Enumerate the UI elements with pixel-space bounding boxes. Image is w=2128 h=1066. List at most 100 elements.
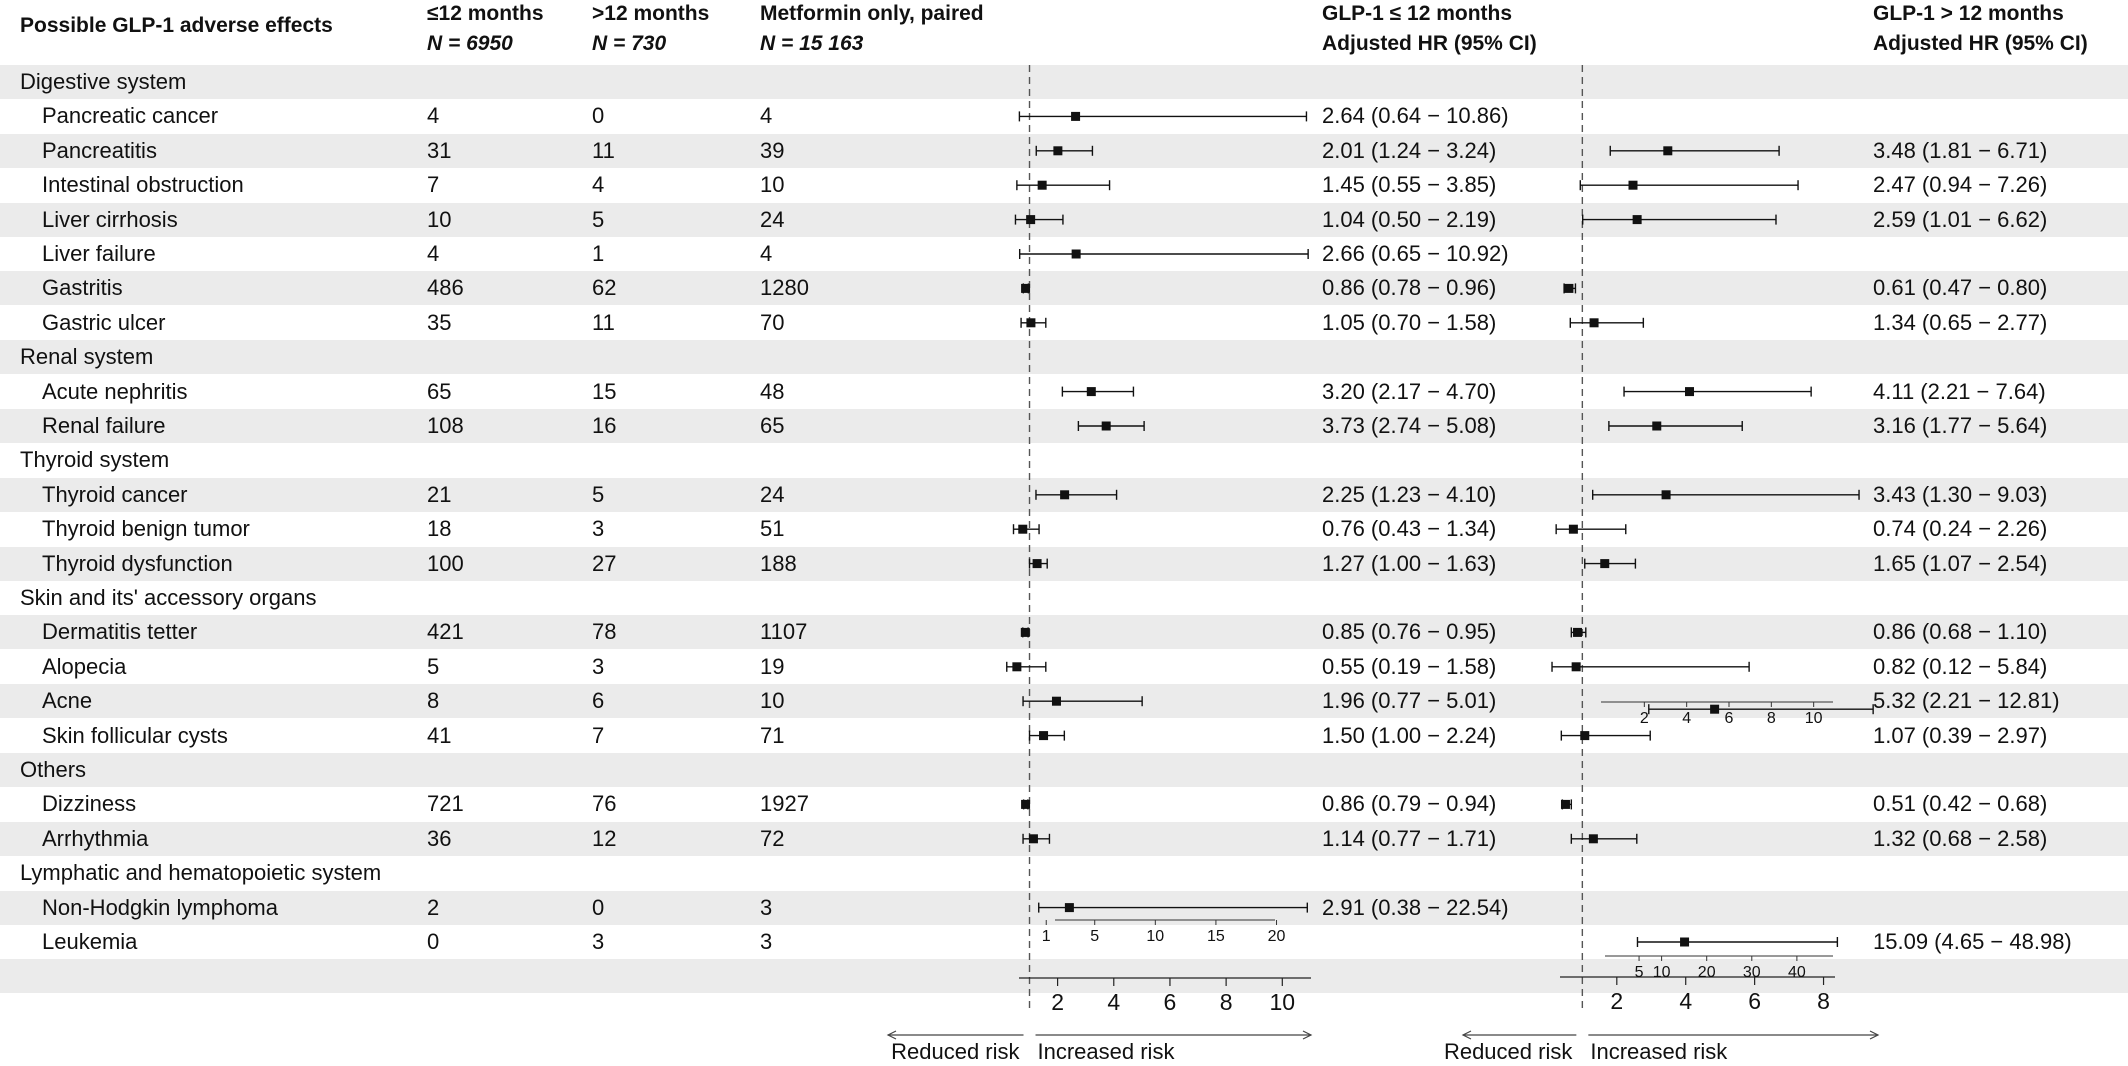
hr-le12-text: 0.86 (0.79 − 0.94) <box>1322 791 1497 816</box>
inset-tick-label: 40 <box>1788 964 1806 981</box>
count-metformin: 24 <box>760 207 785 232</box>
x-tick-label: 6 <box>1164 989 1177 1015</box>
inset-tick-label: 20 <box>1268 928 1286 945</box>
ci-row <box>1623 386 1812 397</box>
ci-row <box>1014 214 1064 225</box>
ci-row <box>1022 696 1143 707</box>
count-le12: 18 <box>427 516 452 541</box>
table-row: Acute nephritis 65 15 48 3.20 (2.17 − 4.70) 4… <box>0 375 2128 409</box>
header-hr-gt12-title: GLP-1 > 12 months <box>1873 2 2064 25</box>
inset-ci-row <box>1636 937 1839 947</box>
ci-row <box>1579 180 1799 191</box>
count-gt12: 0 <box>592 895 605 920</box>
count-metformin: 1107 <box>760 619 808 644</box>
count-metformin: 24 <box>760 482 785 507</box>
ci-row <box>1021 283 1031 294</box>
hr-gt12-text: 2.47 (0.94 − 7.26) <box>1873 172 2048 197</box>
header-hr-le12-sub: Adjusted HR (95% CI) <box>1322 32 1537 55</box>
ci-row <box>1020 317 1047 328</box>
effect-name: Intestinal obstruction <box>42 172 244 197</box>
row-stripe <box>0 65 2128 99</box>
hr-gt12-text: 1.34 (0.65 − 2.77) <box>1873 310 2048 335</box>
count-gt12: 3 <box>592 516 605 541</box>
header-metformin-n: N = 15 163 <box>760 30 863 58</box>
hr-point <box>1060 490 1070 500</box>
row-stripe <box>0 753 2128 787</box>
hr-point <box>1039 731 1049 741</box>
reduced-risk-arrow-head <box>1461 1030 1472 1040</box>
effect-name: Acne <box>42 688 93 713</box>
ci-row <box>1560 799 1573 810</box>
hr-point <box>1021 283 1031 293</box>
table-row: Renal failure 108 16 65 3.73 (2.74 − 5.08) 3.… <box>0 409 2128 443</box>
header-hr-gt12-sub: Adjusted HR (95% CI) <box>1873 32 2088 55</box>
increased-risk-label: Increased risk <box>1590 1039 1728 1064</box>
hr-gt12-text: 0.61 (0.47 − 0.80) <box>1873 275 2048 300</box>
count-le12: 36 <box>427 826 452 851</box>
table-row: Thyroid benign tumor 18 3 51 0.76 (0.43 − 1.… <box>0 512 2128 546</box>
inset-tick-label: 10 <box>1146 928 1164 945</box>
hr-point <box>1071 111 1081 121</box>
count-metformin: 3 <box>760 929 773 954</box>
group-label: Lymphatic and hematopoietic system <box>20 860 382 885</box>
row-stripe <box>0 959 2128 993</box>
header-gt12-n: N = 730 <box>592 30 666 58</box>
hr-le12-text: 3.73 (2.74 − 5.08) <box>1322 413 1497 438</box>
table-row: Intestinal obstruction 7 4 10 1.45 (0.55 − 3… <box>0 168 2128 202</box>
hr-point <box>1571 662 1581 672</box>
hr-point <box>1652 421 1662 431</box>
inset-tick-label: 4 <box>1682 710 1691 727</box>
header-le12-n: N = 6950 <box>427 30 513 58</box>
inset-tick-label: 1 <box>1042 928 1051 945</box>
count-gt12: 76 <box>592 791 617 816</box>
header-metformin-title: Metformin only, paired <box>760 2 984 25</box>
hr-point <box>1012 662 1022 672</box>
header-gt12-title: >12 months <box>592 2 710 25</box>
count-le12: 486 <box>427 275 464 300</box>
group-row: Renal system <box>0 340 2128 374</box>
ci-row <box>1022 833 1051 844</box>
ci-row <box>1570 833 1638 844</box>
count-le12: 41 <box>427 723 452 748</box>
hr-le12-text: 1.45 (0.55 − 3.85) <box>1322 172 1497 197</box>
count-metformin: 71 <box>760 723 785 748</box>
table-row: Liver cirrhosis 10 5 24 1.04 (0.50 − 2.19) 2.… <box>0 203 2128 237</box>
table-row: Dermatitis tetter 421 78 1107 0.85 (0.76 − 0… <box>0 615 2128 649</box>
hr-le12-text: 1.04 (0.50 − 2.19) <box>1322 207 1497 232</box>
group-row: Thyroid system <box>0 443 2128 477</box>
x-tick-label: 8 <box>1817 988 1830 1014</box>
inset-tick-label: 5 <box>1635 964 1644 981</box>
effect-name: Liver cirrhosis <box>42 207 178 232</box>
hr-point <box>1580 731 1590 741</box>
effect-name: Gastritis <box>42 275 123 300</box>
hr-point <box>1053 146 1063 156</box>
count-metformin: 65 <box>760 413 785 438</box>
hr-point <box>1628 180 1638 190</box>
hr-point <box>1018 524 1028 534</box>
hr-point <box>1064 903 1074 913</box>
ci-row <box>1012 524 1040 535</box>
group-label: Digestive system <box>20 69 187 94</box>
count-gt12: 7 <box>592 723 605 748</box>
count-le12: 0 <box>427 929 440 954</box>
row-stripe <box>0 822 2128 856</box>
table-row: Pancreatitis 31 11 39 2.01 (1.24 − 3.24) 3.48… <box>0 134 2128 168</box>
count-le12: 421 <box>427 619 464 644</box>
effect-name: Leukemia <box>42 929 138 954</box>
hr-le12-text: 2.01 (1.24 − 3.24) <box>1322 138 1497 163</box>
ci-row <box>1551 661 1750 672</box>
effect-name: Pancreatitis <box>42 138 157 163</box>
inset-tick-label: 5 <box>1090 928 1099 945</box>
row-stripe <box>0 340 2128 374</box>
ci-row <box>1016 180 1111 191</box>
count-gt12: 12 <box>592 826 617 851</box>
count-metformin: 1927 <box>760 791 809 816</box>
ci-row <box>1608 421 1743 431</box>
x-tick-label: 4 <box>1107 989 1120 1015</box>
x-tick-label: 4 <box>1679 988 1692 1014</box>
group-row: Others <box>0 753 2128 787</box>
hr-point <box>1021 799 1031 809</box>
ci-row <box>1020 627 1030 638</box>
